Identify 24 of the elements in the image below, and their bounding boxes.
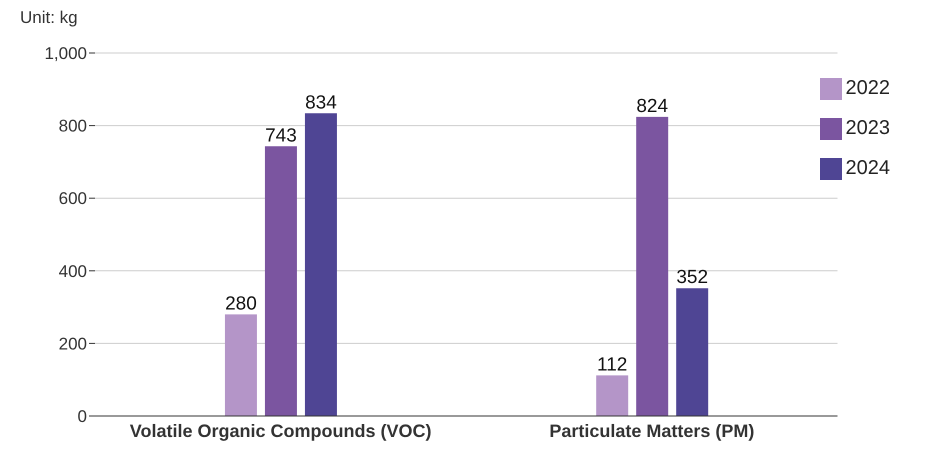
x-tick-label: Particulate Matters (PM) bbox=[549, 420, 754, 441]
bar bbox=[636, 116, 668, 416]
y-tick-label: 400 bbox=[58, 262, 87, 281]
y-tick-label: 800 bbox=[58, 116, 87, 136]
bar bbox=[676, 288, 708, 416]
bar bbox=[224, 314, 257, 416]
legend-label: 2024 bbox=[846, 157, 890, 179]
data-label: 352 bbox=[676, 267, 708, 288]
y-tick-label: 0 bbox=[78, 407, 87, 426]
data-label: 743 bbox=[265, 125, 297, 146]
y-tick-label: 200 bbox=[58, 334, 87, 354]
data-label: 112 bbox=[597, 354, 628, 376]
data-label: 280 bbox=[225, 293, 257, 314]
legend-label: 2023 bbox=[846, 117, 890, 139]
y-tick-label: 1,000 bbox=[44, 44, 87, 64]
y-tick-label: 600 bbox=[58, 189, 87, 208]
data-label: 824 bbox=[636, 96, 668, 117]
bar bbox=[304, 113, 337, 416]
x-tick-label: Volatile Organic Compounds (VOC) bbox=[130, 420, 432, 441]
data-label: 834 bbox=[305, 92, 338, 114]
bar bbox=[264, 146, 297, 416]
legend-label: 2022 bbox=[846, 77, 890, 99]
y-axis-title: Unit: kg bbox=[20, 8, 78, 28]
bar bbox=[596, 375, 628, 416]
